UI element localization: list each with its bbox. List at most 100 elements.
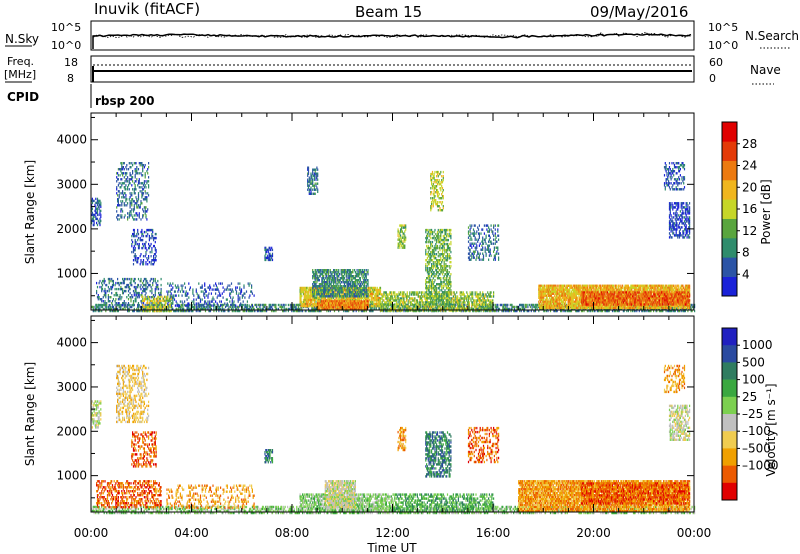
power-cell-r1 <box>104 280 105 282</box>
power-cell-r2 <box>211 292 212 294</box>
power-cell-r4 <box>369 305 370 307</box>
power-cell-r1 <box>106 284 107 286</box>
power-cell-r2 <box>251 286 252 288</box>
power-cell-r7 <box>422 291 423 293</box>
power-cell-r2 <box>233 296 234 298</box>
power-cell-r2 <box>187 292 188 294</box>
power-cell-r3 <box>147 300 148 302</box>
power-cell-r2 <box>249 294 250 296</box>
power-cell-r2 <box>175 304 176 306</box>
power-cell-r7 <box>412 303 413 305</box>
power-cell-r2 <box>200 300 201 302</box>
power-cell-r1 <box>135 282 136 284</box>
power-cell-r7 <box>409 293 410 295</box>
power-cell-r7 <box>400 293 401 295</box>
power-cell-r1 <box>96 292 97 294</box>
power-cell-r1 <box>152 284 153 286</box>
power-cell-r2 <box>185 286 186 288</box>
power-cell-r7 <box>471 307 472 309</box>
power-cell-r7 <box>491 291 492 293</box>
power-cell-r7 <box>383 307 384 309</box>
power-cell-r2 <box>198 304 199 306</box>
power-cell-r1 <box>138 284 139 286</box>
power-cell-r5 <box>335 295 336 297</box>
power-cell-r1 <box>110 296 111 298</box>
power-cell-r2 <box>215 292 216 294</box>
power-cell-r2 <box>167 282 168 284</box>
power-cell-r7 <box>465 301 466 303</box>
power-cell-r2 <box>222 292 223 294</box>
power-cell-r2 <box>246 290 247 292</box>
power-cell-r1 <box>115 298 116 300</box>
power-cell-r1 <box>117 278 118 280</box>
power-cell-r3 <box>144 300 145 302</box>
power-cell-r3 <box>171 302 172 304</box>
power-cell-r2 <box>188 302 189 304</box>
power-cell-r2 <box>212 300 213 302</box>
power-cell-r2 <box>202 298 203 300</box>
power-cell-r2 <box>210 286 211 288</box>
power-cell-r1 <box>109 304 110 306</box>
power-cell-r2 <box>204 296 205 298</box>
power-cell-r2 <box>233 290 234 292</box>
power-cell-r2 <box>213 284 214 286</box>
power-cell-r2 <box>190 286 191 288</box>
power-cell-r2 <box>196 298 197 300</box>
freq-label: Freq. <box>7 55 34 68</box>
power-cell-r8 <box>430 247 431 249</box>
power-cell-r2 <box>172 282 173 284</box>
power-cell-r2 <box>193 302 194 304</box>
power-cell-r7 <box>419 305 420 307</box>
power-cell-r1 <box>130 288 131 290</box>
power-cell-r1 <box>107 290 108 292</box>
power-cell-r2 <box>238 282 239 284</box>
power-cell-r2 <box>175 290 176 292</box>
power-cell-r3 <box>166 302 167 304</box>
power-cell-r1 <box>115 288 116 290</box>
power-cell-r1 <box>109 300 110 302</box>
power-cell-r0 <box>420 306 421 308</box>
power-cell-r8 <box>428 297 429 299</box>
power-cell-r7 <box>414 293 415 295</box>
power-cell-r2 <box>202 304 203 306</box>
power-cell-r2 <box>249 282 250 284</box>
power-cell-r2 <box>244 296 245 298</box>
power-cell-r2 <box>235 304 236 306</box>
power-cell-r2 <box>180 290 181 292</box>
power-cell-r7 <box>469 303 470 305</box>
power-cell-r2 <box>247 300 248 302</box>
power-cell-r7 <box>469 297 470 299</box>
power-cell-r2 <box>206 290 207 292</box>
station-title: Inuvik (fitACF) <box>94 0 200 18</box>
power-cell-r2 <box>218 282 219 284</box>
power-cell-r2 <box>231 282 232 284</box>
power-cell-r2 <box>184 300 185 302</box>
power-cell-r2 <box>224 288 225 290</box>
power-cell-r2 <box>207 302 208 304</box>
freq-unit: [MHz] <box>4 68 36 81</box>
power-cell-r2 <box>219 300 220 302</box>
beam-title: Beam 15 <box>355 3 422 21</box>
power-cell-r2 <box>201 304 202 306</box>
power-cell-r2 <box>223 286 224 288</box>
power-cell-r3 <box>145 298 146 300</box>
nave-label: Nave <box>750 63 781 77</box>
power-cell-r1 <box>118 288 119 290</box>
power-cell-r1 <box>124 282 125 284</box>
power-cell-r1 <box>99 286 100 288</box>
power-cell-r3 <box>147 302 148 304</box>
power-cell-r5 <box>367 273 368 275</box>
power-cell-r0 <box>526 306 527 308</box>
power-cell-r2 <box>171 284 172 286</box>
power-cell-r2 <box>193 294 194 296</box>
power-cell-r8 <box>426 241 427 243</box>
power-cell-r1 <box>97 286 98 288</box>
power-cell-r2 <box>172 302 173 304</box>
power-cell-r2 <box>188 296 189 298</box>
power-cell-r2 <box>206 294 207 296</box>
power-cell-r5 <box>339 273 340 275</box>
power-cell-r1 <box>105 296 106 298</box>
power-cell-r1 <box>116 288 117 290</box>
power-cell-r0 <box>278 304 279 306</box>
power-cell-r8 <box>432 245 433 247</box>
